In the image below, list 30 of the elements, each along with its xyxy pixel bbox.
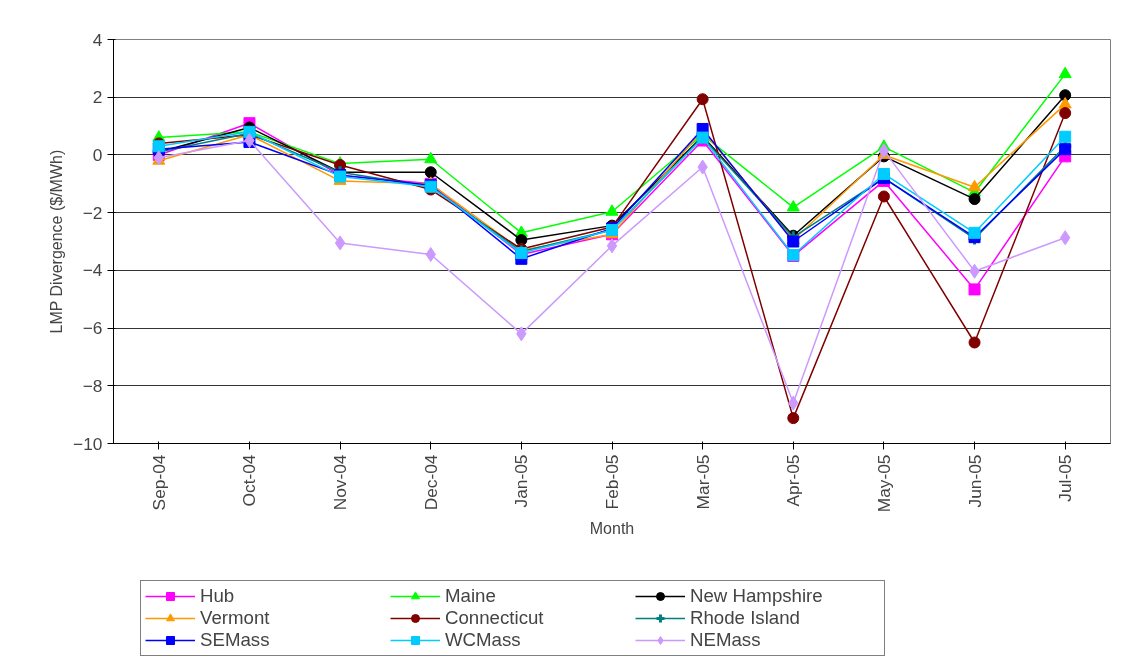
x-tick-label: Nov-04 <box>330 454 351 511</box>
legend-label: Hub <box>200 585 236 607</box>
legend-label: Rhode Island <box>690 607 801 629</box>
y-tick-label: −8 <box>82 375 103 396</box>
legend-label: WCMass <box>445 629 522 651</box>
x-tick-label: Oct-04 <box>239 454 260 507</box>
x-tick-label: Mar-05 <box>692 454 713 510</box>
y-axis-title: LMP Divergence ($/MWh) <box>48 149 66 334</box>
y-tick-label: −2 <box>82 202 103 223</box>
legend-label: Connecticut <box>445 607 545 629</box>
legend-label: NEMass <box>690 629 762 651</box>
x-tick-label: Feb-05 <box>602 454 622 510</box>
y-tick-label: −4 <box>82 260 103 281</box>
x-tick-label: May-05 <box>873 454 894 513</box>
x-axis-title: Month <box>589 520 635 538</box>
legend-label: SEMass <box>200 629 271 651</box>
x-tick-label: Jun-05 <box>964 454 985 508</box>
x-tick-label: Jul-05 <box>1055 454 1076 502</box>
y-tick-label: −6 <box>82 318 103 339</box>
legend-label: Maine <box>445 585 497 607</box>
x-tick-label: Sep-04 <box>148 454 169 511</box>
y-tick-label: 0 <box>92 144 103 165</box>
y-tick-label: 2 <box>92 87 103 108</box>
x-tick-label: Dec-04 <box>420 454 441 511</box>
y-tick-label: −10 <box>73 433 103 454</box>
x-tick-label: Apr-05 <box>783 454 804 507</box>
legend-label: New Hampshire <box>690 585 824 607</box>
x-tick-label: Jan-05 <box>511 454 532 508</box>
legend-label: Vermont <box>200 607 271 629</box>
y-tick-label: 4 <box>92 29 103 50</box>
